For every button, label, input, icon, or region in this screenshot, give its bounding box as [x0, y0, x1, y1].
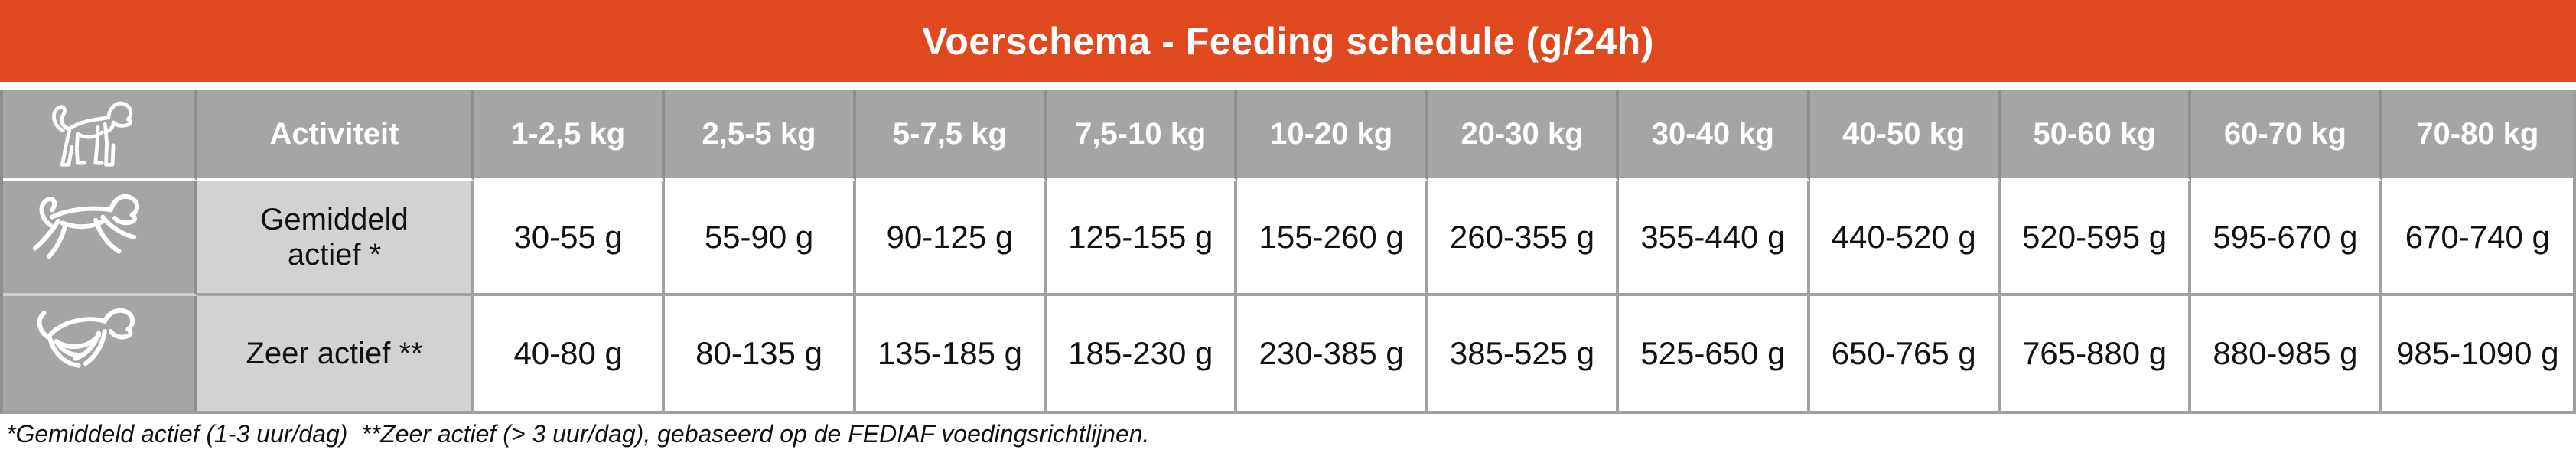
- feeding-amount: 525-650 g: [1619, 296, 1810, 411]
- column-header-weight: 40-50 kg: [1809, 90, 2001, 181]
- column-header-weight: 70-80 kg: [2382, 90, 2573, 181]
- feeding-table: Activiteit 1-2,5 kg 2,5-5 kg 5-7,5 kg 7,…: [0, 90, 2576, 414]
- corner-cell: [3, 90, 197, 181]
- feeding-amount: 595-670 g: [2191, 181, 2382, 296]
- activity-label: Zeer actief **: [197, 296, 474, 411]
- feeding-amount: 985-1090 g: [2382, 296, 2573, 411]
- feeding-amount: 230-385 g: [1237, 296, 1428, 411]
- feeding-amount: 520-595 g: [2000, 181, 2192, 296]
- standing-dog-icon: [52, 101, 133, 167]
- feeding-amount: 40-80 g: [474, 296, 666, 411]
- row-icon-cell: [3, 296, 197, 411]
- feeding-amount: 90-125 g: [855, 181, 1047, 296]
- column-header-weight: 50-60 kg: [2000, 90, 2192, 181]
- feeding-amount: 765-880 g: [2000, 296, 2192, 411]
- feeding-amount: 135-185 g: [855, 296, 1047, 411]
- row-icon-cell: [3, 181, 197, 296]
- feeding-amount: 355-440 g: [1619, 181, 1810, 296]
- column-header-weight: 20-30 kg: [1428, 90, 1620, 181]
- feeding-amount: 670-740 g: [2382, 181, 2573, 296]
- feeding-amount: 125-155 g: [1047, 181, 1238, 296]
- feeding-amount: 880-985 g: [2191, 296, 2382, 411]
- column-header-weight: 2,5-5 kg: [665, 90, 856, 181]
- column-header-activity: Activiteit: [197, 90, 474, 181]
- feeding-amount: 55-90 g: [665, 181, 856, 296]
- feeding-amount: 155-260 g: [1237, 181, 1428, 296]
- feeding-amount: 260-355 g: [1428, 181, 1620, 296]
- column-header-weight: 10-20 kg: [1237, 90, 1428, 181]
- feeding-amount: 80-135 g: [665, 296, 856, 411]
- column-header-weight: 60-70 kg: [2191, 90, 2382, 181]
- galloping-dog-icon: [37, 308, 135, 368]
- feeding-amount: 440-520 g: [1809, 181, 2001, 296]
- footnote: *Gemiddeld actief (1-3 uur/dag) **Zeer a…: [6, 419, 1150, 448]
- trotting-dog-icon: [32, 194, 140, 259]
- column-header-weight: 1-2,5 kg: [474, 90, 666, 181]
- activity-label: Gemiddeld actief *: [197, 181, 474, 296]
- title-bar: Voerschema - Feeding schedule (g/24h): [0, 0, 2576, 82]
- column-header-weight: 30-40 kg: [1619, 90, 1810, 181]
- column-header-weight: 7,5-10 kg: [1047, 90, 1238, 181]
- feeding-amount: 185-230 g: [1047, 296, 1238, 411]
- page-title: Voerschema - Feeding schedule (g/24h): [922, 19, 1654, 63]
- column-header-weight: 5-7,5 kg: [855, 90, 1047, 181]
- feeding-amount: 650-765 g: [1809, 296, 2001, 411]
- feeding-amount: 30-55 g: [474, 181, 666, 296]
- feeding-amount: 385-525 g: [1428, 296, 1620, 411]
